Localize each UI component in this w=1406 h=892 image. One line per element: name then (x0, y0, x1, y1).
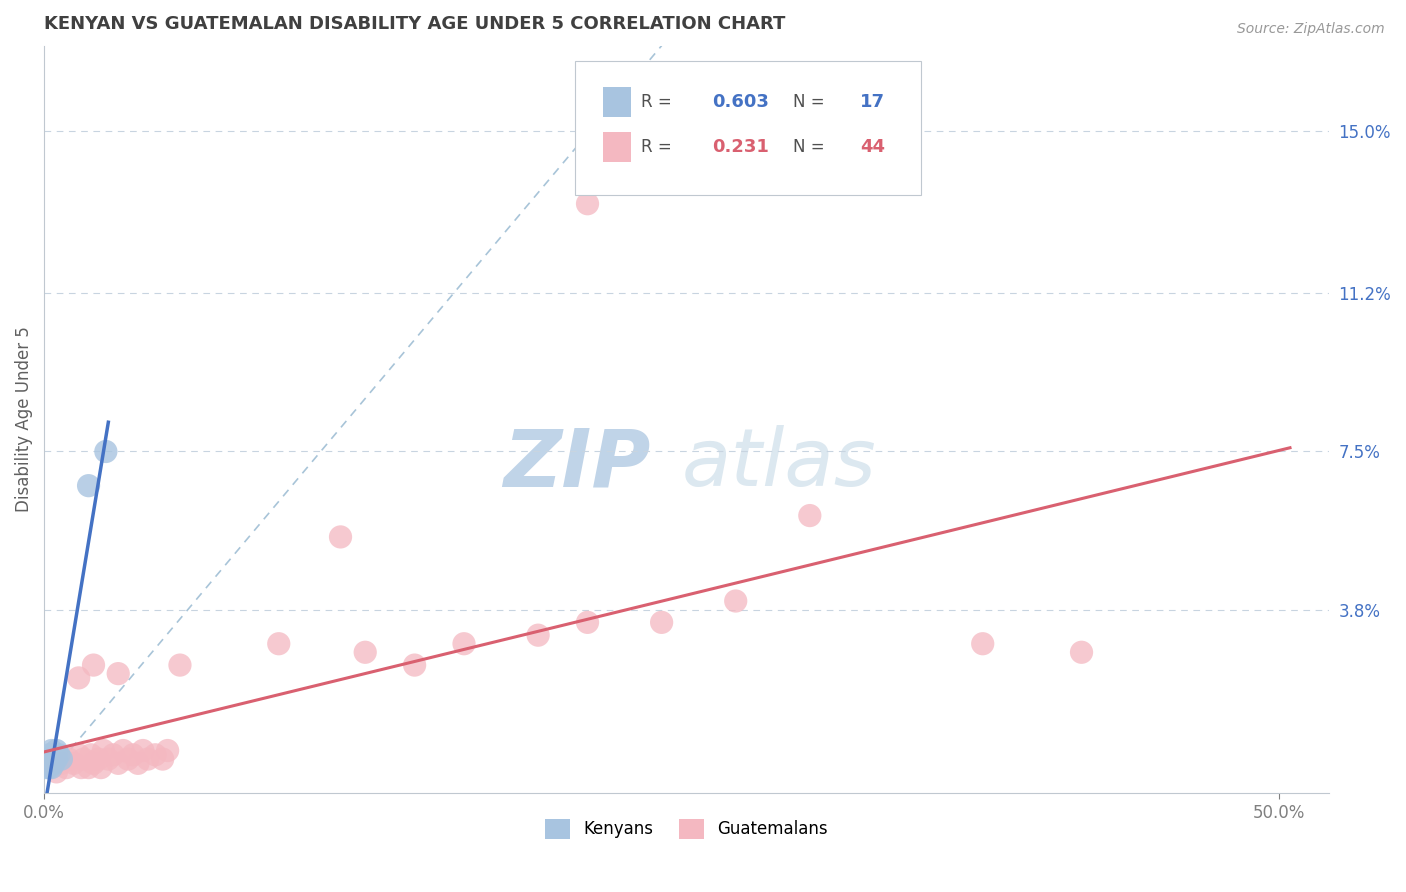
Point (103, 747, 125, 762)
Point (117, 752, 139, 766)
Point (35, 761, 58, 775)
Text: 0.231: 0.231 (711, 137, 769, 155)
Point (107, 666, 129, 681)
Point (97, 752, 120, 766)
Text: 0.603: 0.603 (711, 93, 769, 111)
FancyBboxPatch shape (575, 61, 921, 195)
Text: 44: 44 (859, 137, 884, 155)
Point (51, 752, 73, 766)
Point (799, 508, 821, 523)
Text: 17: 17 (859, 93, 884, 111)
Point (404, 658, 426, 673)
Point (136, 752, 159, 766)
Point (38, 747, 60, 762)
Text: Source: ZipAtlas.com: Source: ZipAtlas.com (1237, 22, 1385, 37)
Point (72, 752, 94, 766)
Point (41, 743, 63, 757)
Point (143, 747, 166, 762)
Point (62, 756, 84, 771)
Point (48, 747, 70, 762)
Point (724, 594, 747, 608)
Point (87, 752, 110, 766)
Text: atlas: atlas (682, 425, 876, 503)
Point (45, 752, 67, 766)
Bar (603, 132, 631, 161)
Point (329, 530, 352, 544)
Point (70, 761, 93, 775)
Point (1070, 645, 1092, 659)
Text: KENYAN VS GUATEMALAN DISABILITY AGE UNDER 5 CORRELATION CHART: KENYAN VS GUATEMALAN DISABILITY AGE UNDE… (44, 15, 786, 33)
Point (41, 756, 63, 771)
Point (94, 444, 117, 458)
Point (38, 761, 60, 775)
Point (41, 761, 63, 775)
Point (453, 637, 475, 651)
Point (77, 761, 100, 775)
Point (38, 756, 60, 771)
Point (41, 752, 63, 766)
Point (152, 752, 174, 766)
Point (80, 747, 103, 762)
Point (51, 756, 73, 771)
Point (93, 743, 115, 757)
Point (122, 747, 145, 762)
Point (127, 756, 149, 771)
Point (132, 743, 155, 757)
Point (90, 761, 112, 775)
Point (107, 756, 129, 771)
Point (67, 671, 90, 685)
Text: R =: R = (641, 93, 683, 111)
Point (651, 615, 673, 630)
Point (576, 615, 599, 630)
Point (527, 628, 550, 642)
Point (41, 761, 63, 775)
Text: ZIP: ZIP (503, 425, 651, 503)
Bar (603, 87, 631, 117)
Point (67, 747, 90, 762)
Point (112, 743, 135, 757)
Point (45, 743, 67, 757)
Point (42, 752, 65, 766)
Point (169, 658, 191, 673)
Point (58, 752, 80, 766)
Point (354, 645, 377, 659)
Point (83, 756, 105, 771)
Y-axis label: Disability Age Under 5: Disability Age Under 5 (15, 326, 32, 512)
Legend: Kenyans, Guatemalans: Kenyans, Guatemalans (538, 812, 834, 846)
Text: N =: N = (793, 137, 835, 155)
Point (576, 196, 599, 211)
Point (83, 658, 105, 673)
Point (267, 637, 290, 651)
Point (156, 743, 179, 757)
Text: N =: N = (793, 93, 835, 111)
Point (972, 637, 994, 651)
Point (45, 764, 67, 779)
Point (77, 478, 100, 492)
Point (42, 747, 65, 762)
Point (55, 761, 77, 775)
Text: R =: R = (641, 137, 683, 155)
Point (42, 756, 65, 771)
